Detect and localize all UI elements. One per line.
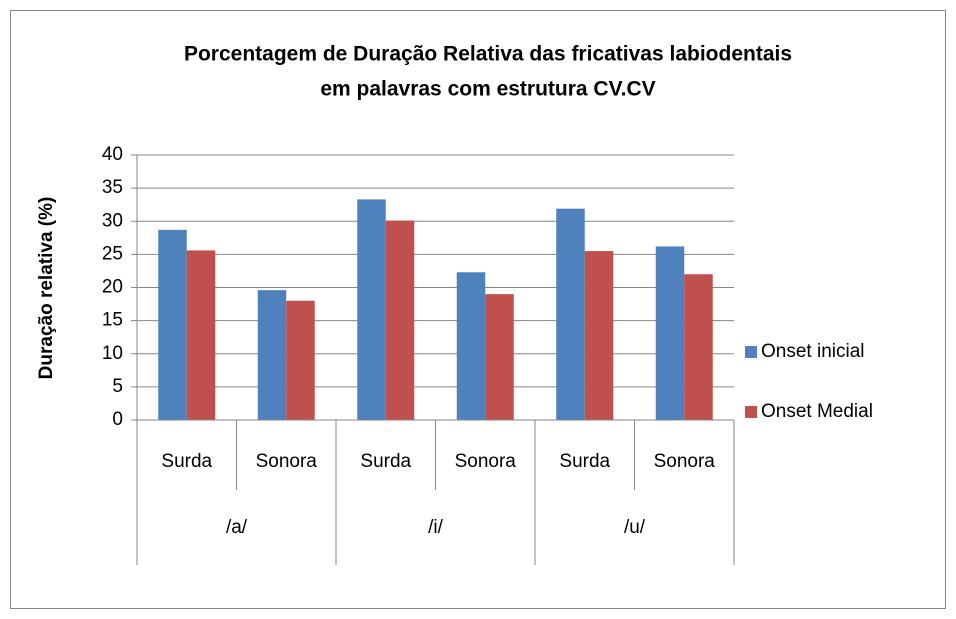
x-tick-label: Sonora xyxy=(455,451,517,472)
y-axis-label: Duração relativa (%) xyxy=(36,197,57,380)
x-tick-label: Sonora xyxy=(654,451,716,472)
legend-label: Onset Medial xyxy=(761,401,873,422)
bar xyxy=(684,274,713,420)
bar xyxy=(556,208,585,420)
bar xyxy=(385,220,415,420)
y-tick-label: 20 xyxy=(102,277,123,298)
bar xyxy=(286,300,315,420)
y-tick-label: 25 xyxy=(102,243,123,264)
y-tick-label: 0 xyxy=(112,409,123,430)
y-tick-label: 40 xyxy=(102,144,123,165)
group-label: /a/ xyxy=(226,517,248,538)
bar xyxy=(158,229,187,420)
y-tick-label: 15 xyxy=(102,310,123,331)
y-tick-label: 10 xyxy=(102,343,123,364)
chart-title: em palavras com estrutura CV.CV xyxy=(320,78,655,101)
legend-label: Onset inicial xyxy=(761,341,865,362)
bar xyxy=(357,199,386,420)
x-tick-label: Sonora xyxy=(256,451,318,472)
group-label: /i/ xyxy=(428,517,444,538)
bar xyxy=(186,250,216,420)
y-tick-label: 35 xyxy=(102,177,123,198)
x-tick-label: Surda xyxy=(360,451,411,472)
legend-swatch xyxy=(745,406,757,418)
y-tick-label: 5 xyxy=(112,376,123,397)
x-tick-label: Surda xyxy=(559,451,610,472)
bar xyxy=(485,294,514,420)
bar xyxy=(456,272,486,420)
group-label: /u/ xyxy=(624,517,646,538)
bar xyxy=(257,290,287,420)
bar xyxy=(584,251,614,420)
bar xyxy=(655,246,685,420)
chart-title: Porcentagem de Duração Relativa das fric… xyxy=(184,43,792,66)
x-tick-label: Surda xyxy=(161,451,212,472)
legend-swatch xyxy=(745,346,757,358)
y-tick-label: 30 xyxy=(102,210,123,231)
